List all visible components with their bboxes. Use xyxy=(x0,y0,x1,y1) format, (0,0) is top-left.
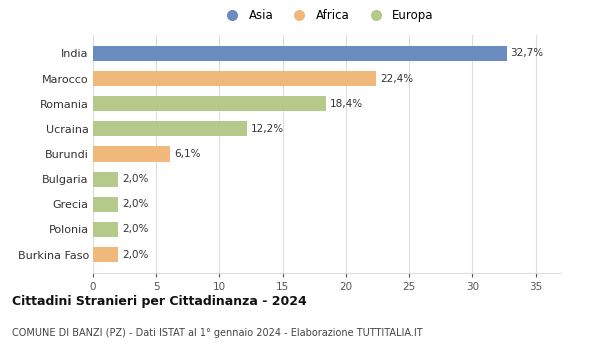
Bar xyxy=(93,121,247,136)
Text: COMUNE DI BANZI (PZ) - Dati ISTAT al 1° gennaio 2024 - Elaborazione TUTTITALIA.I: COMUNE DI BANZI (PZ) - Dati ISTAT al 1° … xyxy=(12,328,422,338)
Bar xyxy=(93,197,118,212)
Bar xyxy=(93,247,118,262)
Bar xyxy=(93,46,506,61)
Text: 18,4%: 18,4% xyxy=(329,99,362,109)
Text: Cittadini Stranieri per Cittadinanza - 2024: Cittadini Stranieri per Cittadinanza - 2… xyxy=(12,294,307,308)
Text: 2,0%: 2,0% xyxy=(122,199,148,209)
Text: 12,2%: 12,2% xyxy=(251,124,284,134)
Text: 2,0%: 2,0% xyxy=(122,174,148,184)
Text: 32,7%: 32,7% xyxy=(511,48,544,58)
Bar xyxy=(93,71,376,86)
Text: 2,0%: 2,0% xyxy=(122,250,148,260)
Legend: Asia, Africa, Europa: Asia, Africa, Europa xyxy=(218,7,436,24)
Bar xyxy=(93,222,118,237)
Text: 22,4%: 22,4% xyxy=(380,74,413,84)
Text: 2,0%: 2,0% xyxy=(122,224,148,234)
Text: 6,1%: 6,1% xyxy=(174,149,200,159)
Bar xyxy=(93,96,326,111)
Bar xyxy=(93,172,118,187)
Bar xyxy=(93,146,170,162)
